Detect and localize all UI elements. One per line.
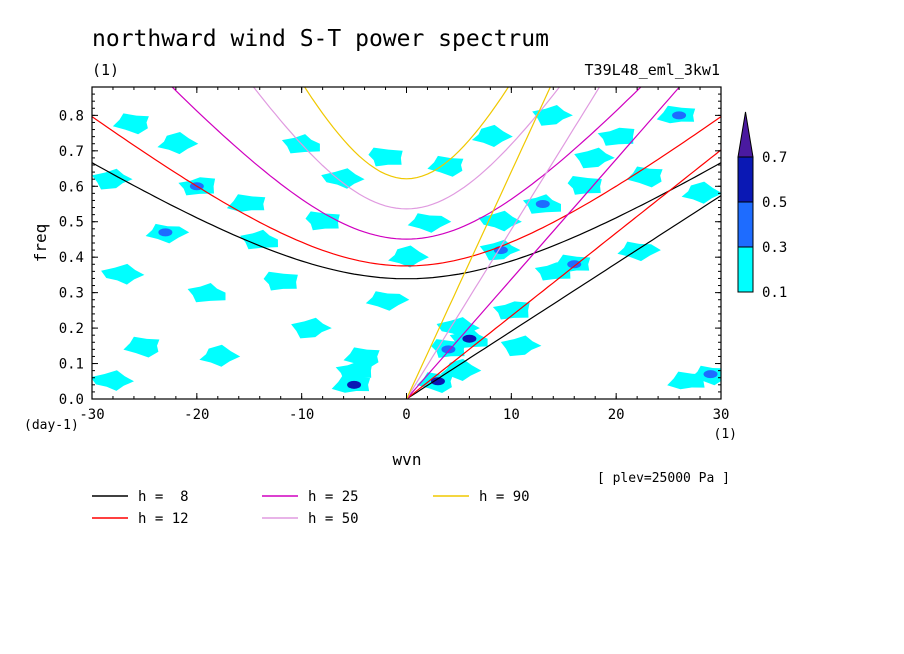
colorbar-extend-arrow bbox=[737, 111, 754, 158]
colorbar-label: 0.1 bbox=[762, 285, 787, 301]
contour-patch bbox=[365, 291, 410, 311]
colorbar: 0.1 0.3 0.5 0.7 bbox=[737, 111, 787, 301]
contour-core bbox=[567, 260, 582, 269]
contour-patch bbox=[123, 336, 160, 358]
y-tick-label: 0.3 bbox=[59, 286, 84, 302]
dispersion-curves bbox=[92, 87, 721, 399]
dispersion-curve-kelvin bbox=[406, 195, 721, 399]
legend: h = 8 h = 12 h = 25 h = 50 h = 90 bbox=[92, 489, 530, 527]
contour-patch bbox=[263, 271, 298, 291]
contour-patch bbox=[157, 132, 199, 155]
power-contours bbox=[92, 105, 721, 393]
contour-patch bbox=[112, 113, 149, 135]
contour-patch bbox=[407, 213, 452, 233]
x-tick-label: 0 bbox=[402, 407, 410, 423]
chart-subtitle-right: T39L48_eml_3kw1 bbox=[585, 61, 720, 79]
contour-core bbox=[535, 200, 550, 208]
plev-annotation: [ plev=25000 Pa ] bbox=[597, 471, 730, 486]
y-axis-unit: (day-1) bbox=[24, 418, 79, 433]
contour-patch bbox=[427, 155, 464, 177]
dispersion-curve-kelvin bbox=[406, 87, 681, 399]
dispersion-curve-ig bbox=[92, 162, 721, 280]
dispersion-curve-ig bbox=[252, 87, 561, 210]
contour-patch bbox=[343, 347, 380, 369]
colorbar-label: 0.5 bbox=[762, 195, 787, 211]
contour-patch bbox=[597, 127, 635, 146]
dispersion-curve-ig bbox=[171, 87, 642, 240]
contour-patch bbox=[681, 181, 721, 204]
x-tick-label: 10 bbox=[503, 407, 520, 423]
legend-label: h = 25 bbox=[308, 489, 359, 505]
y-tick-label: 0.6 bbox=[59, 179, 84, 195]
y-tick-label: 0.4 bbox=[59, 250, 84, 266]
dispersion-curve-ig bbox=[92, 116, 721, 267]
contour-core bbox=[462, 334, 477, 343]
contour-patch bbox=[492, 301, 530, 320]
contour-core bbox=[347, 380, 362, 389]
y-axis-label: freq bbox=[31, 224, 50, 263]
contour-core bbox=[158, 228, 173, 237]
x-tick-label: -20 bbox=[184, 407, 209, 423]
colorbar-label: 0.3 bbox=[762, 240, 787, 256]
contour-patch bbox=[574, 147, 615, 169]
contour-patch bbox=[471, 124, 513, 147]
legend-label: h = 8 bbox=[138, 489, 189, 505]
contour-patch bbox=[101, 263, 145, 285]
contour-patch bbox=[532, 105, 573, 126]
contour-patch bbox=[187, 283, 226, 303]
contour-patch bbox=[240, 229, 278, 250]
dispersion-curve-kelvin bbox=[405, 87, 601, 399]
colorbar-segment bbox=[737, 246, 754, 293]
contour-patch bbox=[626, 166, 663, 188]
contour-patch bbox=[388, 245, 429, 268]
contour-core bbox=[430, 377, 445, 386]
dispersion-curve-kelvin bbox=[406, 149, 721, 399]
x-tick-label: -30 bbox=[79, 407, 104, 423]
y-tick-label: 0.2 bbox=[59, 321, 84, 337]
contour-core bbox=[441, 345, 456, 354]
contour-patch bbox=[478, 210, 522, 232]
contour-patch bbox=[291, 317, 332, 339]
colorbar-segment bbox=[737, 201, 754, 248]
y-tick-label: 0.0 bbox=[59, 392, 84, 408]
x-axis: -30 -20 -10 0 10 20 30 bbox=[79, 87, 729, 423]
x-tick-label: 20 bbox=[608, 407, 625, 423]
x-axis-unit: (1) bbox=[714, 427, 737, 442]
contour-patch bbox=[92, 370, 134, 391]
dispersion-curve-kelvin bbox=[405, 87, 552, 399]
x-tick-label: -10 bbox=[289, 407, 314, 423]
colorbar-segment bbox=[737, 156, 754, 203]
y-tick-label: 0.1 bbox=[59, 357, 84, 373]
colorbar-label: 0.7 bbox=[762, 150, 787, 166]
contour-patch bbox=[567, 176, 602, 195]
y-tick-label: 0.5 bbox=[59, 215, 84, 231]
contour-patch bbox=[92, 168, 133, 190]
chart-subtitle-left: (1) bbox=[92, 61, 119, 79]
contour-patch bbox=[199, 344, 241, 367]
contour-core bbox=[703, 370, 718, 379]
legend-label: h = 90 bbox=[479, 489, 530, 505]
contour-core bbox=[672, 111, 687, 120]
dispersion-curve-ig bbox=[303, 87, 510, 180]
x-axis-label: wvn bbox=[393, 450, 422, 469]
contour-patch bbox=[368, 147, 403, 167]
contour-patch bbox=[500, 335, 542, 357]
contour-patch bbox=[305, 211, 340, 231]
x-tick-label: 30 bbox=[713, 407, 730, 423]
y-tick-label: 0.7 bbox=[59, 144, 84, 160]
chart-title: northward wind S-T power spectrum bbox=[92, 26, 549, 52]
y-axis: 0.0 0.1 0.2 0.3 0.4 0.5 0.6 0.7 0.8 bbox=[59, 93, 721, 408]
contour-patch bbox=[226, 194, 266, 212]
y-tick-label: 0.8 bbox=[59, 108, 84, 124]
legend-label: h = 12 bbox=[138, 511, 189, 527]
legend-label: h = 50 bbox=[308, 511, 359, 527]
contour-patch bbox=[321, 168, 365, 189]
